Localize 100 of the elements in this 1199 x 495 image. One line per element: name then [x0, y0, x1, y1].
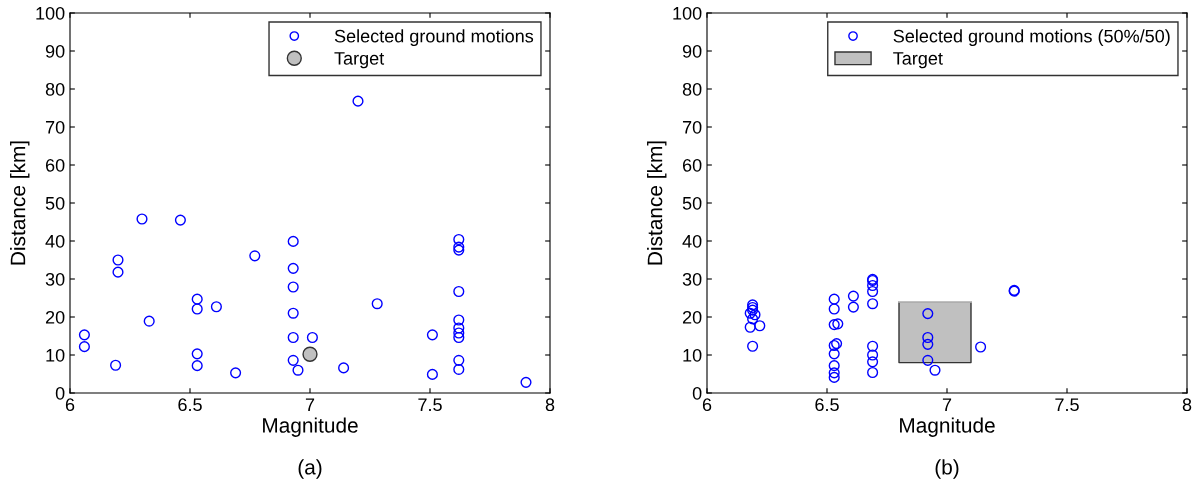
point	[453, 327, 465, 339]
y-axis-title: Distance [km]	[647, 141, 667, 265]
text: (b)	[935, 459, 959, 479]
y-tick-label: 20	[45, 310, 65, 324]
point	[847, 290, 859, 302]
point	[453, 363, 465, 375]
legend-label: Target	[334, 52, 385, 69]
point	[426, 368, 438, 380]
x-tick-label: 8	[1182, 398, 1192, 412]
point	[922, 308, 934, 320]
point	[287, 307, 299, 319]
x-axis-title: Magnitude	[263, 417, 358, 437]
y-tick-label: 0	[692, 386, 702, 400]
point	[747, 340, 759, 352]
y-tick-label: 60	[45, 158, 65, 172]
x-tick-label: 7	[942, 398, 952, 411]
point	[78, 341, 90, 353]
point	[847, 301, 859, 313]
point	[828, 371, 840, 383]
point	[922, 354, 934, 366]
x-tick-label: 8	[545, 398, 555, 412]
point	[112, 254, 124, 266]
point	[371, 298, 383, 310]
x-tick-label: 6.5	[815, 398, 839, 412]
point	[929, 364, 941, 376]
x-tick-label: 7.5	[1055, 398, 1079, 412]
y-tick-label: 50	[682, 196, 702, 210]
point	[867, 298, 879, 310]
point	[828, 367, 840, 379]
x-tick-label: 7.5	[418, 398, 442, 412]
y-tick-label: 30	[45, 272, 65, 286]
point	[747, 313, 759, 325]
point	[302, 346, 318, 362]
point	[191, 360, 203, 372]
x-axis-title: Magnitude	[900, 417, 995, 437]
point	[922, 331, 934, 344]
text: (a)	[298, 459, 322, 479]
point	[828, 293, 840, 305]
point	[828, 303, 840, 315]
y-tick-label: 70	[45, 120, 65, 134]
point	[210, 301, 222, 313]
point	[230, 367, 242, 379]
x-tick-label: 6.5	[178, 398, 202, 412]
point	[287, 281, 299, 293]
y-tick-label: 100	[36, 6, 65, 20]
y-axis-title: Distance [km]	[10, 141, 30, 265]
y-tick-label: 0	[55, 386, 65, 400]
legend-label: Target	[893, 52, 943, 69]
point	[828, 348, 840, 360]
x-tick-label: 6	[702, 398, 712, 412]
point	[453, 322, 465, 334]
legend-label: Selected ground motions	[334, 29, 534, 47]
y-tick-label: 10	[46, 348, 65, 362]
point	[520, 376, 532, 388]
point	[453, 314, 465, 326]
point	[249, 250, 261, 262]
point	[828, 319, 840, 331]
point	[754, 320, 766, 332]
point	[922, 338, 934, 350]
point	[453, 354, 465, 366]
y-tick-label: 90	[682, 44, 702, 58]
y-tick-label: 70	[682, 120, 702, 134]
y-tick-label: 30	[682, 272, 702, 286]
legend-label: Selected ground motions (50%/50)	[893, 29, 1170, 47]
y-tick-label: 90	[45, 44, 65, 58]
point	[832, 318, 844, 330]
y-tick-label: 40	[45, 234, 65, 248]
x-tick-label: 6	[65, 398, 75, 412]
point	[453, 331, 465, 344]
point	[174, 214, 186, 226]
y-tick-label: 60	[682, 158, 702, 172]
point	[744, 321, 756, 333]
point	[287, 262, 299, 274]
point	[867, 279, 879, 292]
y-tick-label: 20	[682, 310, 702, 324]
point	[292, 364, 304, 376]
point	[287, 354, 299, 366]
point	[867, 340, 879, 352]
y-tick-label: 40	[682, 234, 702, 248]
y-tick-label: 100	[673, 6, 702, 20]
point	[749, 309, 761, 321]
point	[191, 293, 203, 305]
point	[867, 356, 879, 368]
y-tick-label: 80	[45, 82, 65, 96]
y-tick-label: 10	[683, 348, 702, 362]
point	[287, 235, 299, 247]
y-tick-label: 50	[45, 196, 65, 210]
y-tick-label: 80	[682, 82, 702, 96]
point	[306, 331, 318, 344]
point	[426, 329, 438, 341]
point	[78, 329, 90, 341]
point	[191, 348, 203, 360]
point	[867, 349, 879, 361]
point	[453, 285, 465, 298]
point	[867, 285, 879, 298]
point	[975, 341, 987, 353]
point	[867, 366, 879, 379]
x-tick-label: 7	[305, 398, 315, 411]
point	[352, 95, 364, 107]
point	[338, 362, 350, 374]
